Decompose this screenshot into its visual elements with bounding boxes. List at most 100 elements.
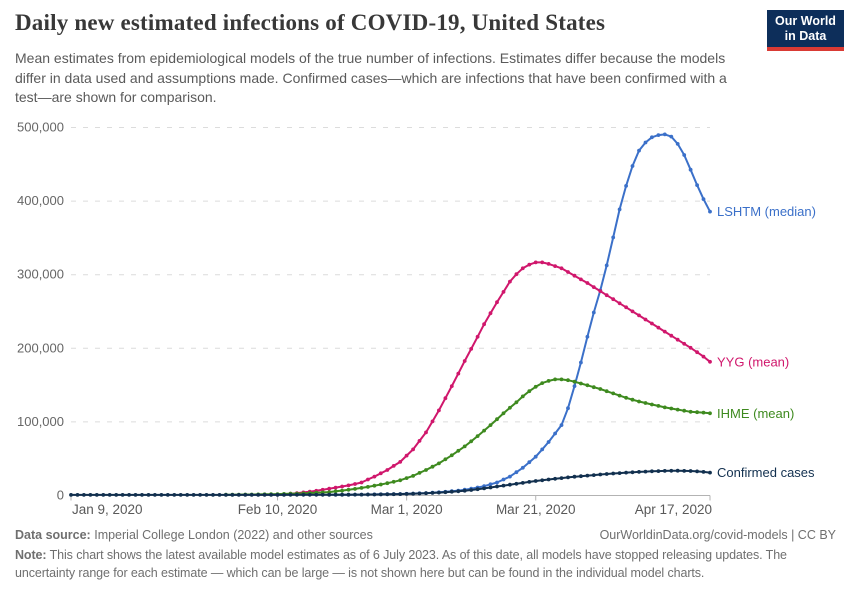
data-point (701, 410, 706, 415)
data-point (695, 469, 699, 474)
data-point (688, 167, 693, 172)
data-point (501, 290, 506, 294)
data-point (656, 404, 661, 408)
data-point (579, 277, 583, 282)
data-point (566, 378, 570, 383)
data-point (585, 281, 590, 285)
data-point (469, 347, 474, 351)
y-tick-label: 400,000 (17, 193, 64, 208)
data-point (656, 325, 661, 330)
data-point (353, 492, 357, 497)
data-point (579, 474, 583, 479)
data-point (591, 310, 596, 315)
data-point (695, 350, 699, 355)
data-point (624, 470, 628, 475)
series-label-ihme: IHME (mean) (717, 406, 794, 421)
data-point (540, 478, 545, 483)
data-point (275, 493, 280, 497)
attribution-link[interactable]: OurWorldinData.org/covid-models | CC BY (599, 528, 836, 542)
data-point (449, 384, 454, 388)
data-point (327, 486, 332, 491)
series-line-confirmed (71, 469, 711, 496)
data-point (249, 493, 254, 497)
data-point (630, 397, 635, 402)
data-point (598, 472, 603, 477)
data-point (708, 470, 712, 475)
data-point (591, 285, 596, 289)
data-point (424, 468, 428, 472)
data-point (637, 399, 641, 404)
series-yyg: YYG (mean) (282, 260, 789, 497)
data-point (669, 134, 674, 139)
data-point (191, 493, 196, 497)
data-point (372, 474, 377, 479)
data-point (501, 477, 506, 482)
x-tick-label: Feb 10, 2020 (238, 502, 318, 517)
series-confirmed: Confirmed cases (69, 465, 815, 497)
data-point (288, 492, 293, 497)
data-point (378, 492, 383, 497)
data-point (469, 439, 474, 444)
data-point (165, 493, 170, 497)
data-point (133, 493, 138, 497)
data-point (327, 492, 332, 497)
data-point (617, 393, 622, 398)
data-point (443, 396, 448, 401)
data-point (514, 272, 519, 277)
data-point (437, 408, 441, 413)
owid-logo-line2: in Data (784, 28, 827, 43)
data-point (585, 334, 590, 339)
data-point (630, 309, 635, 314)
data-point (675, 142, 680, 146)
chart-note: Note: This chart shows the latest availa… (15, 547, 839, 583)
data-point (282, 493, 286, 497)
data-point (443, 457, 448, 462)
data-point (688, 469, 693, 473)
data-source-text: Imperial College London (2022) and other… (94, 528, 373, 542)
data-point (120, 493, 125, 497)
data-point (701, 354, 706, 359)
data-point (695, 183, 699, 188)
data-point (533, 384, 538, 389)
data-point (198, 493, 203, 497)
data-point (333, 489, 338, 494)
data-point (656, 133, 661, 138)
data-point (604, 472, 609, 476)
data-point (566, 406, 570, 411)
data-point (75, 493, 80, 497)
data-point (572, 384, 577, 388)
data-point (604, 389, 609, 394)
note-label: Note: (15, 548, 47, 562)
series-ihme: IHME (mean) (224, 377, 794, 497)
data-point (404, 476, 409, 480)
data-point (391, 464, 396, 468)
data-point (662, 329, 667, 334)
data-point (366, 477, 370, 482)
data-point (262, 493, 267, 497)
data-point (656, 469, 661, 473)
data-point (462, 359, 467, 363)
data-point (669, 468, 674, 473)
data-point (417, 491, 422, 496)
data-point (482, 486, 486, 491)
data-point (372, 483, 377, 488)
owid-logo[interactable]: Our World in Data (767, 10, 844, 51)
data-point (353, 482, 357, 486)
data-point (708, 359, 712, 364)
data-point (637, 148, 641, 153)
data-point (462, 488, 467, 493)
data-point (650, 469, 654, 474)
data-point (675, 407, 680, 412)
data-point (185, 493, 190, 497)
data-point (611, 235, 616, 240)
data-point (437, 490, 441, 495)
data-point (424, 430, 428, 435)
data-point (559, 423, 564, 427)
data-point (508, 482, 512, 487)
data-point (178, 493, 183, 497)
data-point (404, 492, 409, 496)
data-point (346, 487, 351, 492)
data-point (327, 490, 332, 494)
data-point (82, 493, 86, 497)
data-point (585, 473, 590, 478)
